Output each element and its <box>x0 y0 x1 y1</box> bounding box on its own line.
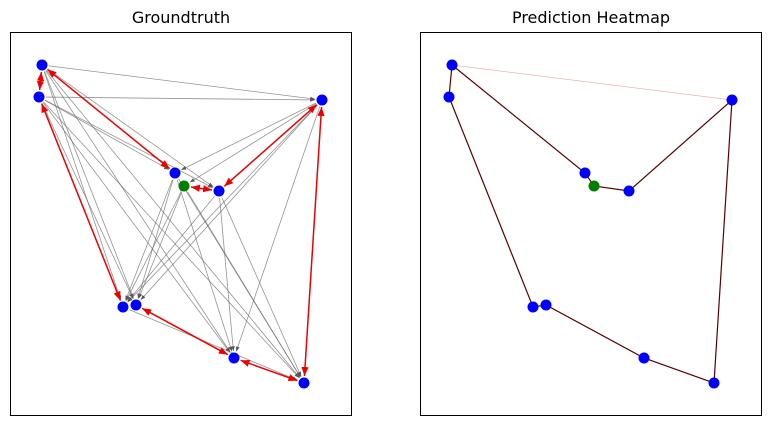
faint-edge <box>451 64 733 101</box>
panel-frame <box>420 32 762 416</box>
node <box>228 352 240 364</box>
panel-title: Groundtruth <box>132 8 230 27</box>
prediction-graph <box>443 59 738 389</box>
edge-true <box>223 104 318 187</box>
node <box>443 91 455 103</box>
node <box>708 377 720 389</box>
node <box>527 301 539 313</box>
node <box>117 301 129 313</box>
node <box>623 185 635 197</box>
node <box>36 59 48 71</box>
edge <box>138 192 182 299</box>
node <box>130 299 142 311</box>
edge <box>137 179 174 299</box>
edge-true <box>301 106 325 377</box>
edge-true <box>36 71 45 91</box>
node <box>316 94 328 106</box>
edge <box>187 191 301 378</box>
edge-true <box>40 103 122 301</box>
node <box>726 94 738 106</box>
node <box>638 352 650 364</box>
depot-node <box>588 180 600 192</box>
node <box>169 167 181 179</box>
edge <box>125 192 182 301</box>
depot-node <box>178 180 190 192</box>
node <box>298 377 310 389</box>
node <box>213 185 225 197</box>
node <box>446 59 458 71</box>
node <box>540 299 552 311</box>
edge-true <box>141 307 229 356</box>
edge <box>219 197 235 352</box>
panel-frame <box>10 32 352 416</box>
groundtruth-graph <box>33 59 328 389</box>
edge-true <box>240 359 298 382</box>
node <box>33 91 45 103</box>
edge <box>221 197 302 377</box>
edge <box>125 179 173 301</box>
node <box>579 167 591 179</box>
edge-true <box>190 184 213 193</box>
panel-title: Prediction Heatmap <box>512 8 670 27</box>
